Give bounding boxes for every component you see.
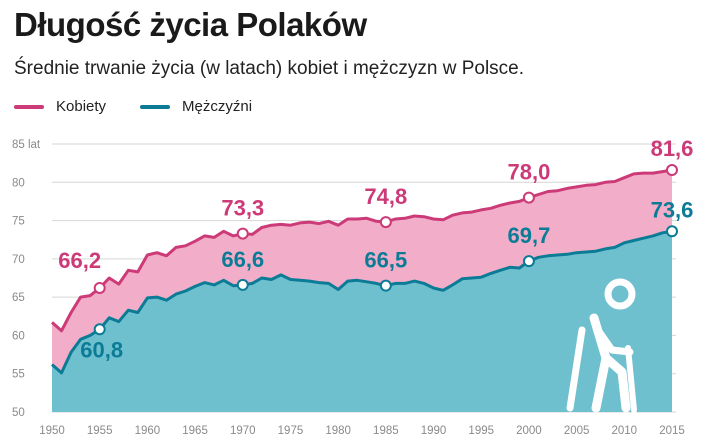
- women-line: [51, 168, 673, 333]
- data-markers: [93, 164, 678, 336]
- icon-back-leg: [566, 326, 586, 412]
- chart-legend: Kobiety Mężczyźni: [14, 98, 252, 115]
- marker-men-1985: [379, 279, 392, 292]
- y-tick-label-50: 50: [12, 407, 25, 419]
- x-tick-label-2000: 2000: [516, 425, 542, 437]
- men-line: [51, 229, 673, 375]
- y-tick-label-55: 55: [12, 369, 25, 381]
- x-tick-label-1975: 1975: [278, 425, 304, 437]
- marker-women-2015: [666, 164, 678, 177]
- x-tick-label-2015: 2015: [659, 425, 685, 437]
- men-area: [52, 231, 672, 412]
- marker-women-2000: [522, 191, 535, 204]
- data-label-women-1970: 73,3: [221, 196, 264, 221]
- x-tick-label-1980: 1980: [325, 425, 351, 437]
- marker-men-1970: [236, 278, 249, 291]
- chart-title: Długość życia Polaków: [14, 6, 367, 43]
- x-tick-label-1970: 1970: [230, 425, 256, 437]
- x-tick-label-1955: 1955: [87, 425, 113, 437]
- elderly-person-with-cane-icon: [566, 278, 637, 413]
- y-tick-label-85: 85 lat: [12, 139, 41, 151]
- data-label-women-1955: 66,2: [58, 248, 101, 273]
- legend-item-women: Kobiety: [14, 98, 106, 115]
- icon-legs: [601, 353, 631, 413]
- data-label-women-2015: 81,6: [651, 136, 694, 161]
- data-label-men-1985: 66,5: [364, 248, 407, 273]
- data-label-men-1970: 66,6: [221, 247, 264, 272]
- x-tick-label-1990: 1990: [421, 425, 447, 437]
- y-tick-label-65: 65: [12, 292, 25, 304]
- data-label-women-2000: 78,0: [508, 160, 551, 185]
- legend-label-women: Kobiety: [56, 98, 107, 115]
- chart-subtitle: Średnie trwanie życia (w latach) kobiet …: [14, 58, 525, 79]
- marker-women-1985: [379, 216, 392, 229]
- icon-head: [604, 278, 636, 310]
- y-tick-label-60: 60: [12, 330, 25, 342]
- marker-men-2000: [522, 255, 535, 268]
- data-label-women-1985: 74,8: [364, 184, 407, 209]
- data-label-men-2015: 73,6: [651, 197, 694, 222]
- y-tick-label-75: 75: [12, 216, 25, 228]
- marker-men-2015: [666, 225, 678, 238]
- legend-label-men: Mężczyźni: [182, 98, 253, 115]
- x-tick-label-2010: 2010: [612, 425, 638, 437]
- data-label-men-2000: 69,7: [508, 223, 551, 248]
- x-tick-label-1965: 1965: [182, 425, 208, 437]
- women-area: [52, 170, 672, 373]
- marker-women-1970: [236, 227, 249, 240]
- legend-swatch-women: [14, 104, 44, 109]
- legend-swatch-men: [140, 104, 171, 109]
- x-tick-label-1950: 1950: [39, 425, 65, 437]
- x-tick-label-2005: 2005: [564, 425, 590, 437]
- icon-arm: [594, 326, 634, 356]
- data-labels: 66,2 73,3 74,8 78,0 81,6 60,8 66,6 66,5 69,7 73,6: [58, 136, 693, 362]
- y-tick-label-80: 80: [12, 177, 25, 189]
- marker-women-1955: [93, 281, 106, 294]
- chart-areas: [52, 170, 672, 412]
- icon-cane: [625, 345, 637, 413]
- legend-item-men: Mężczyźni: [140, 98, 252, 115]
- y-tick-label-70: 70: [12, 254, 25, 266]
- chart-lines: [51, 168, 673, 375]
- data-label-men-1955: 60,8: [80, 337, 123, 362]
- x-tick-label-1960: 1960: [135, 425, 161, 437]
- x-tick-label-1995: 1995: [468, 425, 494, 437]
- marker-men-1955: [93, 323, 106, 336]
- axis-tick-labels: 50 55 60 65 70 75 80 85 lat 1950 1955 1960 1965 1970…: [12, 139, 685, 437]
- x-tick-label-1985: 1985: [373, 425, 399, 437]
